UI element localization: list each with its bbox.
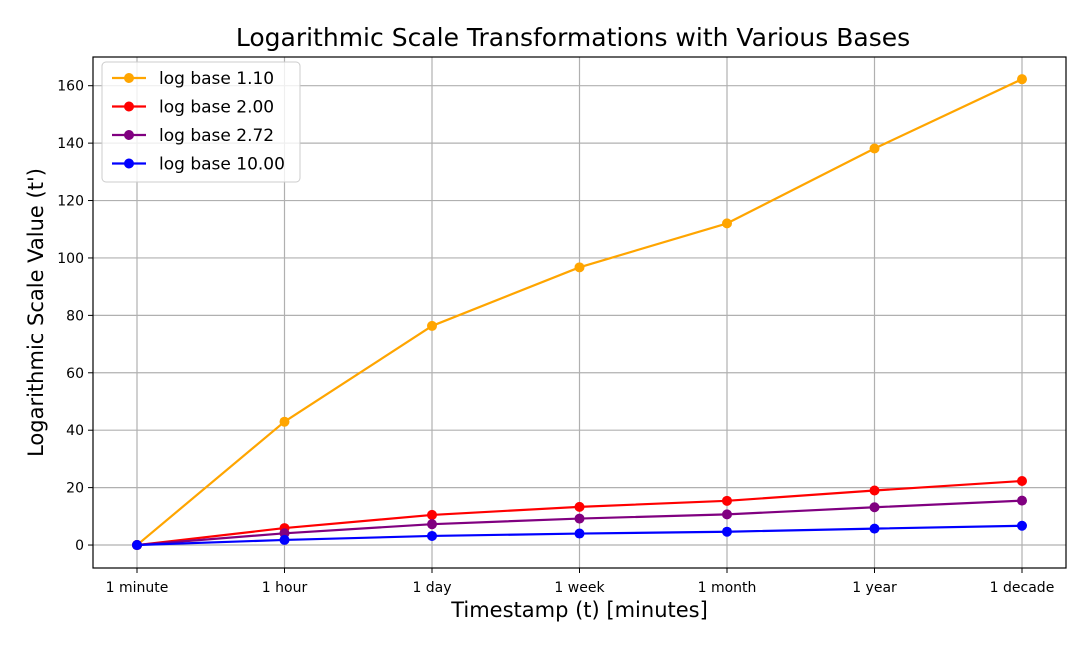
x-tick-label: 1 week <box>554 580 605 596</box>
legend-swatch-marker <box>124 158 134 169</box>
legend-swatch-marker <box>124 130 134 140</box>
data-point <box>722 509 732 520</box>
y-tick-label: 0 <box>75 538 84 554</box>
legend-box <box>101 61 301 183</box>
y-tick-label: 80 <box>66 308 84 324</box>
axis-ticks: 1 minute 1 hour 1 day 1 week 1 month 1 year 1 … <box>57 79 1054 596</box>
legend-swatch-marker <box>124 73 134 83</box>
data-point <box>574 513 585 524</box>
series-layer <box>132 74 1027 551</box>
data-point <box>427 530 437 541</box>
data-point <box>1017 495 1027 506</box>
data-point <box>574 528 585 539</box>
data-point <box>279 416 290 427</box>
data-point <box>722 495 732 506</box>
y-tick-label: 100 <box>57 251 84 267</box>
x-tick-label: 1 day <box>412 580 451 596</box>
y-tick-label: 140 <box>57 136 84 152</box>
legend-item: log base 10.00 <box>112 155 285 175</box>
data-point <box>574 501 585 512</box>
legend-label: log base 10.00 <box>159 155 285 175</box>
data-point <box>574 262 585 273</box>
legend-swatch-marker <box>124 101 134 112</box>
y-tick-label: 20 <box>66 481 84 497</box>
legend: log base 1.10 log base 2.00 log base 2.72 l… <box>101 61 301 183</box>
data-point <box>722 218 732 229</box>
x-tick-label: 1 hour <box>262 580 308 596</box>
y-tick-label: 40 <box>66 423 84 439</box>
y-tick-label: 60 <box>66 366 84 382</box>
y-axis-label: Logarithmic Scale Value (t') <box>24 168 48 457</box>
data-point <box>427 519 437 530</box>
data-point <box>722 526 732 537</box>
data-point <box>427 320 437 331</box>
x-tick-label: 1 year <box>852 580 897 596</box>
legend-label: log base 2.00 <box>159 98 274 118</box>
data-point <box>1017 520 1027 531</box>
data-point <box>279 534 290 545</box>
y-tick-label: 120 <box>57 194 84 210</box>
data-point <box>869 143 880 154</box>
grid <box>93 57 1066 568</box>
x-tick-label: 1 month <box>698 580 757 596</box>
series-0 <box>132 74 1027 551</box>
data-point <box>869 502 880 513</box>
x-tick-label: 1 decade <box>990 580 1055 596</box>
y-tick-label: 160 <box>57 79 84 95</box>
legend-item: log base 2.72 <box>112 126 274 146</box>
data-point <box>132 540 142 551</box>
data-point <box>869 523 880 534</box>
legend-label: log base 2.72 <box>159 126 274 146</box>
series-3 <box>132 520 1027 551</box>
data-point <box>1017 74 1027 85</box>
legend-item: log base 1.10 <box>112 69 274 89</box>
data-point <box>427 509 437 520</box>
chart-title: Logarithmic Scale Transformations with V… <box>236 23 910 52</box>
data-point <box>1017 475 1027 486</box>
data-point <box>869 485 880 496</box>
legend-label: log base 1.10 <box>159 69 274 89</box>
x-axis-label: Timestamp (t) [minutes] <box>450 598 708 622</box>
x-tick-label: 1 minute <box>106 580 169 596</box>
legend-item: log base 2.00 <box>112 98 274 118</box>
